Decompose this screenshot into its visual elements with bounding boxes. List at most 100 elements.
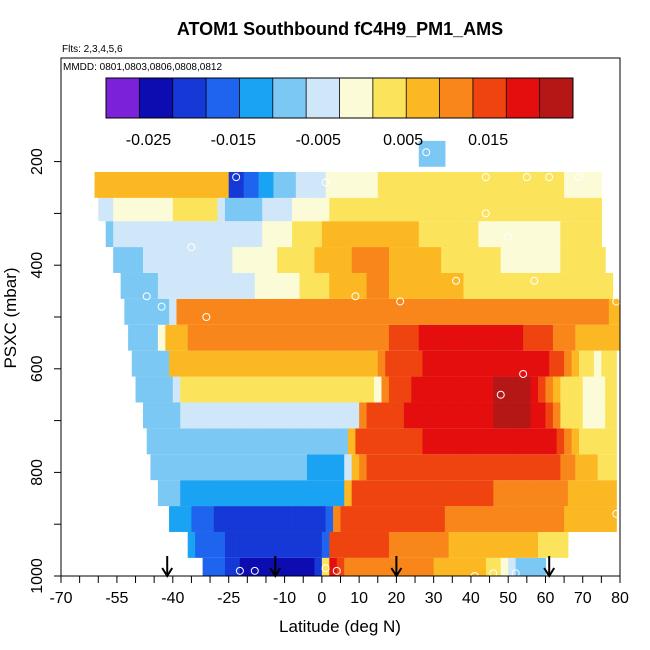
heatmap-cell [113, 195, 122, 222]
heatmap-cell [560, 480, 569, 507]
heatmap-cell [239, 402, 248, 429]
heatmap-cell [515, 531, 524, 558]
heatmap-cell [470, 402, 479, 429]
heatmap-cell [470, 454, 479, 481]
heatmap-cell [277, 247, 286, 273]
heatmap-cell [545, 376, 554, 403]
heatmap-cell [239, 221, 248, 248]
heatmap-cell [385, 171, 394, 198]
heatmap-cell [511, 171, 520, 198]
heatmap-cell [467, 428, 476, 455]
heatmap-cell [605, 376, 614, 403]
heatmap-cell [586, 171, 595, 198]
heatmap-layer [94, 140, 620, 576]
heatmap-cell [377, 171, 386, 198]
heatmap-cell [321, 221, 330, 248]
heatmap-cell [560, 402, 569, 429]
heatmap-cell [165, 324, 174, 351]
heatmap-cell [411, 324, 420, 351]
heatmap-cell [202, 454, 211, 481]
heatmap-cell [239, 376, 248, 403]
heatmap-cell [500, 272, 509, 299]
heatmap-cell [295, 171, 304, 198]
heatmap-cell [299, 272, 308, 299]
heatmap-cell [288, 298, 297, 325]
heatmap-cell [437, 506, 446, 532]
heatmap-cell [306, 376, 316, 403]
heatmap-cell [202, 531, 211, 558]
heatmap-cell [426, 272, 435, 299]
heatmap-cell [329, 221, 338, 248]
heatmap-cell [381, 221, 390, 248]
heatmap-cell [150, 247, 159, 273]
heatmap-cell [530, 376, 539, 403]
heatmap-cell [478, 376, 487, 403]
heatmap-cell [612, 480, 617, 507]
heatmap-cell [165, 402, 174, 429]
heatmap-cell [284, 480, 293, 507]
heatmap-cell [396, 402, 405, 429]
heatmap-cell [567, 376, 576, 403]
heatmap-cell [217, 195, 226, 222]
heatmap-cell [601, 428, 610, 455]
heatmap-cell [381, 402, 390, 429]
heatmap-cell [224, 376, 234, 403]
heatmap-cell [601, 506, 610, 532]
heatmap-cell [142, 402, 152, 429]
heatmap-cell [411, 272, 420, 299]
heatmap-cell [575, 402, 584, 429]
heatmap-cell [210, 247, 219, 273]
heatmap-cell [418, 195, 427, 222]
heatmap-cell [523, 480, 532, 507]
heatmap-cell [579, 350, 588, 377]
heatmap-cell [541, 298, 550, 325]
heatmap-cell [224, 531, 234, 558]
heatmap-cell [306, 195, 316, 222]
heatmap-cell [482, 298, 491, 325]
heatmap-cell [299, 195, 308, 222]
heatmap-cell [500, 195, 509, 222]
heatmap-cell [485, 557, 494, 576]
heatmap-cell [474, 298, 483, 325]
heatmap-cell [210, 221, 219, 248]
y-tick-label: 600 [29, 355, 46, 382]
heatmap-cell [526, 506, 535, 532]
heatmap-cell [508, 324, 517, 351]
heatmap-cell [530, 247, 539, 273]
heatmap-cell [251, 506, 260, 532]
heatmap-cell [303, 506, 312, 532]
heatmap-cell [277, 221, 286, 248]
heatmap-cell [154, 428, 163, 455]
heatmap-cell [169, 350, 178, 377]
heatmap-cell [150, 454, 159, 481]
heatmap-cell [336, 557, 345, 576]
heatmap-cell [411, 454, 420, 481]
heatmap-cell [470, 221, 479, 248]
heatmap-cell [172, 272, 181, 299]
heatmap-cell [541, 506, 550, 532]
heatmap-cell [284, 247, 293, 273]
heatmap-cell [247, 324, 256, 351]
heatmap-cell [567, 402, 576, 429]
heatmap-cell [448, 324, 457, 351]
heatmap-cell [381, 454, 390, 481]
heatmap-cell [515, 454, 524, 481]
heatmap-cell [433, 402, 442, 429]
heatmap-cell [403, 402, 412, 429]
heatmap-cell [500, 557, 509, 576]
heatmap-cell [269, 221, 278, 248]
heatmap-cell [303, 171, 312, 198]
heatmap-cell [597, 272, 606, 299]
heatmap-cell [347, 171, 357, 198]
heatmap-cell [213, 428, 222, 455]
heatmap-cell [336, 247, 345, 273]
heatmap-cell [314, 557, 323, 576]
heatmap-cell [515, 195, 524, 222]
heatmap-cell [210, 324, 219, 351]
heatmap-cell [441, 402, 450, 429]
heatmap-cell [202, 221, 211, 248]
heatmap-cell [567, 324, 576, 351]
heatmap-cell [508, 376, 517, 403]
heatmap-cell [321, 272, 330, 299]
heatmap-cell [534, 171, 543, 198]
